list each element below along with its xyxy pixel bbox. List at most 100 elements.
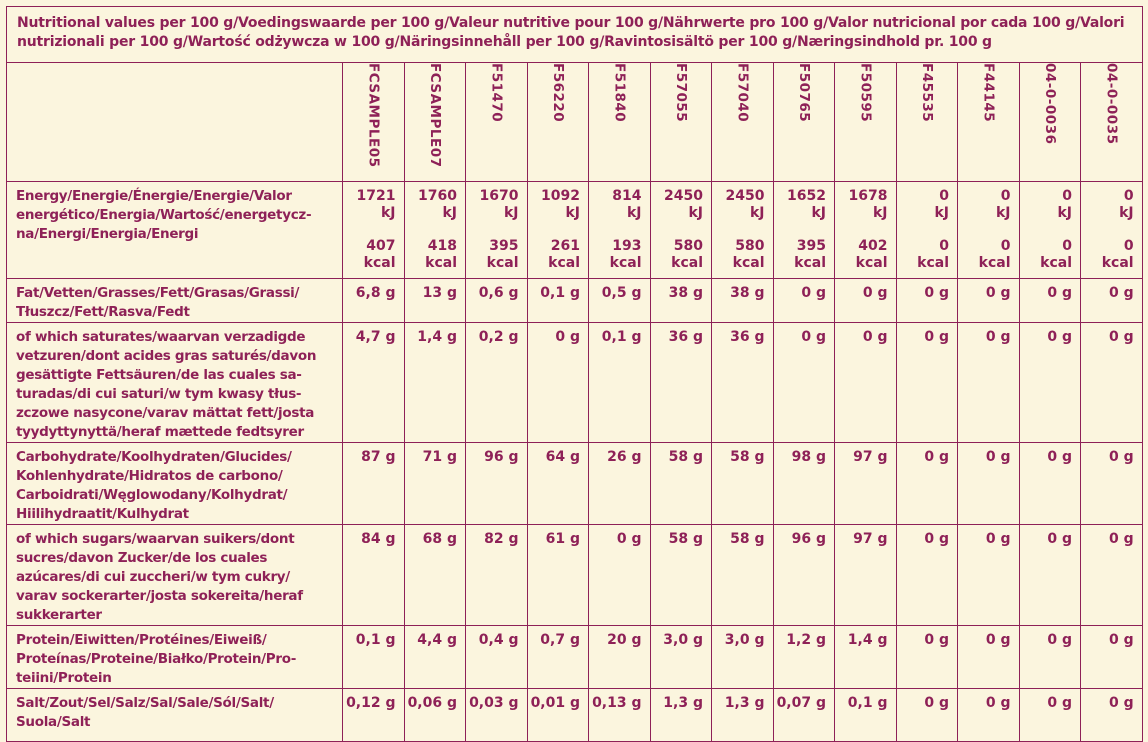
protein-value-cell: 4,4 g [403, 624, 466, 689]
column-header-f56220: F56220 [526, 62, 589, 182]
saturates-value-cell: 36 g [711, 321, 774, 443]
sugars-value-cell: 84 g [342, 523, 405, 626]
kj-unit-label: kJ [934, 204, 949, 221]
energy-value-cell: 814 kJ 193 kcal [588, 180, 651, 279]
column-header-fcsample05: FCSAMPLE05 [342, 62, 405, 182]
saturates-value-cell: 0 g [526, 321, 589, 443]
fat-value-cell: 0 g [957, 277, 1020, 323]
energy-kj-value: 0 [939, 187, 949, 204]
table-row-salt: Salt/Zout/Sel/Salz/Sal/Sale/Sól/Salt/ Su… [6, 687, 1143, 742]
column-header-04-0-0036: 04-0-0036 [1018, 62, 1081, 182]
row-label-fat: Fat/Vetten/Grasses/Fett/Grasas/Grassi/ T… [6, 277, 343, 323]
table-row-fat: Fat/Vetten/Grasses/Fett/Grasas/Grassi/ T… [6, 277, 1143, 323]
salt-value-cell: 0 g [895, 687, 958, 742]
energy-kcal-value: 0 [1123, 237, 1134, 254]
energy-kcal-value: 402 [858, 237, 888, 254]
salt-value-cell: 0,13 g [588, 687, 651, 742]
column-header-f51470: F51470 [465, 62, 528, 182]
saturates-value-cell: 0 g [957, 321, 1020, 443]
column-header-label: 04-0-0035 [1103, 63, 1120, 145]
energy-value-cell: 2450 kJ 580 kcal [711, 180, 774, 279]
energy-kj-value: 1678 [848, 187, 888, 204]
protein-value-cell: 3,0 g [649, 624, 712, 689]
kcal-unit-label: kcal [732, 254, 765, 271]
column-header-f45535: F45535 [895, 62, 958, 182]
protein-value-cell: 1,2 g [772, 624, 835, 689]
fat-value-cell: 0 g [772, 277, 835, 323]
energy-kcal-value: 193 [612, 237, 642, 254]
energy-value-cell: 1760 kJ 418 kcal [403, 180, 466, 279]
column-header-label: F51840 [611, 63, 628, 123]
energy-kj-value: 1092 [541, 187, 580, 204]
column-header-label: FCSAMPLE07 [426, 63, 443, 168]
saturates-value-cell: 4,7 g [342, 321, 405, 443]
salt-value-cell: 0 g [1080, 687, 1143, 742]
sugars-value-cell: 58 g [649, 523, 712, 626]
saturates-value-cell: 0,1 g [588, 321, 651, 443]
energy-value-cell: 2450 kJ 580 kcal [649, 180, 712, 279]
energy-kj-value: 2450 [725, 187, 765, 204]
carbohydrate-value-cell: 0 g [895, 441, 958, 525]
column-header-label: F57055 [672, 63, 689, 123]
column-header-label: F56220 [549, 63, 566, 123]
fat-value-cell: 0 g [895, 277, 958, 323]
row-label-sugars: of which sugars/waarvan suikers/dont suc… [6, 523, 343, 626]
kj-unit-label: kJ [1057, 204, 1072, 221]
protein-value-cell: 0 g [1018, 624, 1081, 689]
salt-value-cell: 0 g [1018, 687, 1081, 742]
column-header-label: F50765 [795, 63, 812, 123]
saturates-value-cell: 0 g [895, 321, 958, 443]
energy-kcal-value: 580 [735, 237, 765, 254]
sugars-value-cell: 0 g [895, 523, 958, 626]
energy-value-cell: 0 kJ 0 kcal [895, 180, 958, 279]
sugars-value-cell: 0 g [1080, 523, 1143, 626]
sugars-value-cell: 97 g [834, 523, 897, 626]
column-header-label: F50595 [857, 63, 874, 123]
energy-kj-value: 814 [612, 187, 642, 204]
energy-kcal-value: 261 [550, 237, 580, 254]
column-header-f57040: F57040 [711, 62, 774, 182]
column-header-row: FCSAMPLE05 FCSAMPLE07 F51470 F56220 F518… [6, 62, 1143, 182]
salt-value-cell: 0,06 g [403, 687, 466, 742]
saturates-value-cell: 0 g [834, 321, 897, 443]
kcal-unit-label: kcal [671, 254, 703, 271]
kcal-unit-label: kcal [855, 254, 888, 271]
energy-kj-value: 1760 [418, 187, 457, 204]
energy-kcal-value: 0 [939, 237, 949, 254]
column-header-fcsample07: FCSAMPLE07 [403, 62, 466, 182]
energy-value-cell: 1092 kJ 261 kcal [526, 180, 589, 279]
kcal-unit-label: kcal [794, 254, 826, 271]
sugars-value-cell: 0 g [588, 523, 651, 626]
kcal-unit-label: kcal [1101, 254, 1134, 271]
table-title: Nutritional values per 100 g/Voedingswaa… [6, 6, 1143, 63]
kj-unit-label: kJ [811, 204, 826, 221]
row-label-salt: Salt/Zout/Sel/Salz/Sal/Sale/Sól/Salt/ Su… [6, 687, 343, 742]
carbohydrate-value-cell: 0 g [957, 441, 1020, 525]
saturates-value-cell: 0 g [1018, 321, 1081, 443]
table-row-sugars: of which sugars/waarvan suikers/dont suc… [6, 523, 1143, 626]
column-header-f44145: F44145 [957, 62, 1020, 182]
nutrition-label-page: { "colors": { "background": "#fbf5de", "… [6, 6, 1143, 742]
row-label-energy: Energy/Energie/Énergie/Energie/Valor ene… [6, 180, 343, 279]
kcal-unit-label: kcal [548, 254, 580, 271]
protein-value-cell: 0,7 g [526, 624, 589, 689]
column-header-f57055: F57055 [649, 62, 712, 182]
kj-unit-label: kJ [565, 204, 580, 221]
salt-value-cell: 0,03 g [465, 687, 528, 742]
column-header-label: F45535 [918, 63, 935, 123]
table-row-energy: Energy/Energie/Énergie/Energie/Valor ene… [6, 180, 1143, 279]
kj-unit-label: kJ [626, 204, 642, 221]
carbohydrate-value-cell: 97 g [834, 441, 897, 525]
corner-cell [6, 62, 343, 182]
kj-unit-label: kJ [380, 204, 396, 221]
row-label-carbohydrate: Carbohydrate/Koolhydraten/Glucides/ Kohl… [6, 441, 343, 525]
carbohydrate-value-cell: 58 g [649, 441, 712, 525]
carbohydrate-value-cell: 0 g [1080, 441, 1143, 525]
salt-value-cell: 0,12 g [342, 687, 405, 742]
kj-unit-label: kJ [442, 204, 457, 221]
table-row-saturates: of which saturates/waarvan verzadigde ve… [6, 321, 1143, 443]
protein-value-cell: 20 g [588, 624, 651, 689]
carbohydrate-value-cell: 96 g [465, 441, 528, 525]
kj-unit-label: kJ [872, 204, 888, 221]
column-header-label: F57040 [734, 63, 751, 123]
